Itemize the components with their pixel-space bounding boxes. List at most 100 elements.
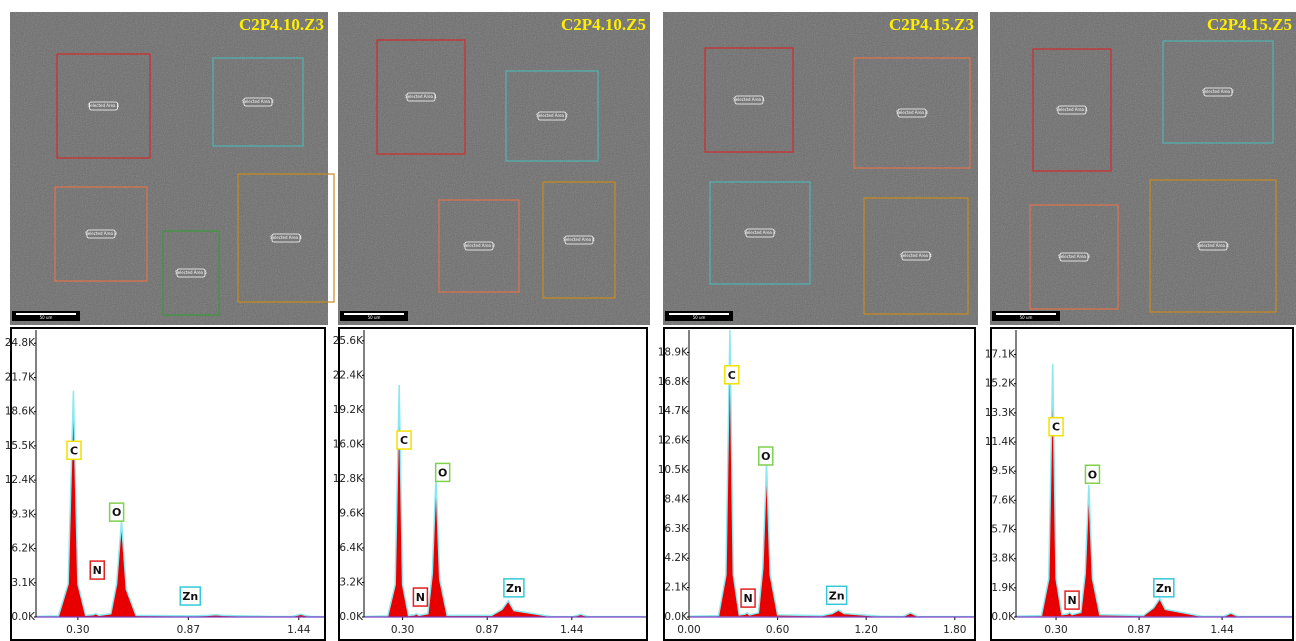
y-tick-label: 8.4K — [664, 493, 689, 505]
area-label: Selected Area 3 — [463, 243, 495, 248]
area-label: Selected Area 4 — [1197, 243, 1229, 248]
x-tick-label: 0.60 — [766, 624, 789, 636]
area-label: Selected Area 2 — [536, 113, 568, 118]
spectrum-frame — [664, 328, 975, 640]
x-tick-label: 0.30 — [66, 624, 89, 636]
area-label: Selected Area 2 — [1202, 89, 1234, 94]
y-tick-label: 3.2K — [339, 576, 364, 588]
y-tick-label: 18.9K — [658, 346, 689, 358]
y-tick-label: 2.1K — [664, 582, 689, 594]
panel: Selected Area 1 Selected Area 3 Selected A… — [658, 12, 978, 640]
y-tick-label: 7.6K — [991, 494, 1016, 506]
peak-label: C — [728, 369, 736, 382]
y-tick-label: 13.3K — [985, 407, 1016, 419]
y-tick-label: 15.5K — [5, 440, 36, 452]
y-tick-label: 17.1K — [985, 349, 1016, 361]
scale-label: 50 um — [40, 315, 53, 320]
y-tick-label: 22.4K — [333, 369, 364, 381]
panel-title: C2P4.15.Z5 — [1207, 15, 1292, 34]
peak-label: O — [112, 506, 121, 519]
peak-label: N — [93, 564, 102, 577]
y-tick-label: 12.4K — [5, 474, 36, 486]
peak-label: O — [438, 466, 447, 479]
area-label: Selected Area 3 — [85, 231, 117, 236]
scale-label: 50 um — [368, 315, 381, 320]
y-tick-label: 9.5K — [991, 465, 1016, 477]
area-label: Selected Area 2 — [744, 230, 776, 235]
y-tick-label: 15.2K — [985, 378, 1016, 390]
scale-label: 50 um — [1020, 315, 1033, 320]
figure: Selected Area 1Selected Area 2Selected A… — [0, 0, 1296, 641]
panel-title: C2P4.10.Z3 — [239, 15, 324, 34]
x-tick-label: 1.20 — [855, 624, 878, 636]
panel-title: C2P4.15.Z3 — [889, 15, 974, 34]
y-tick-label: 9.3K — [11, 508, 36, 520]
spectrum-frame — [11, 328, 325, 640]
y-tick-label: 5.7K — [991, 524, 1016, 536]
panel: Selected Area 1 Selected Area 2 Selected A… — [333, 12, 650, 640]
area-label: Selected Area 4 — [563, 237, 595, 242]
y-tick-label: 19.2K — [333, 404, 364, 416]
y-tick-label: 14.7K — [658, 405, 689, 417]
y-tick-label: 1.9K — [991, 582, 1016, 594]
y-tick-label: 0.0K — [664, 611, 689, 623]
x-tick-label: 0.30 — [1044, 624, 1067, 636]
y-tick-label: 3.1K — [11, 577, 36, 589]
peak-label: O — [761, 450, 770, 463]
y-tick-label: 21.7K — [5, 371, 36, 383]
spectrum-frame — [339, 328, 647, 640]
y-tick-label: 0.0K — [991, 611, 1016, 623]
area-label: Selected Area 1 — [405, 94, 437, 99]
area-label: Selected Area 5 — [175, 270, 207, 275]
y-tick-label: 12.8K — [333, 473, 364, 485]
y-tick-label: 4.2K — [664, 552, 689, 564]
peak-label: N — [743, 592, 752, 605]
peak-label: Zn — [506, 582, 522, 595]
area-label: Selected Area 3 — [1058, 254, 1090, 259]
sem-grain — [990, 12, 1296, 325]
peak-label: C — [400, 434, 408, 447]
x-tick-label: 0.87 — [177, 624, 200, 636]
x-tick-label: 1.44 — [560, 624, 584, 636]
y-tick-label: 0.0K — [339, 611, 364, 623]
peak-label: N — [1067, 594, 1076, 607]
y-tick-label: 25.6K — [333, 335, 364, 347]
x-tick-label: 0.00 — [677, 624, 700, 636]
peak-label: O — [1088, 468, 1097, 481]
y-tick-label: 12.6K — [658, 435, 689, 447]
y-tick-label: 6.4K — [339, 542, 364, 554]
y-tick-label: 18.6K — [5, 406, 36, 418]
panel: Selected Area 1 Selected Area 2 Selected A… — [5, 12, 334, 640]
area-label: Selected Area 3 — [896, 110, 928, 115]
sem-grain — [10, 12, 328, 325]
scale-label: 50 um — [693, 315, 706, 320]
peak-label: Zn — [829, 589, 845, 602]
y-tick-label: 11.4K — [985, 436, 1016, 448]
y-tick-label: 0.0K — [11, 611, 36, 623]
sem-grain — [338, 12, 650, 325]
area-label: Selected Area 1 — [733, 97, 765, 102]
y-tick-label: 24.8K — [5, 337, 36, 349]
area-label: Selected Area 1 — [88, 103, 120, 108]
x-tick-label: 0.87 — [1127, 624, 1150, 636]
spectrum-frame — [991, 328, 1293, 640]
peak-label: N — [416, 591, 425, 604]
x-tick-label: 0.87 — [475, 624, 498, 636]
y-tick-label: 3.8K — [991, 553, 1016, 565]
peak-label: C — [1052, 421, 1060, 434]
area-label: Selected Area 4 — [900, 253, 932, 258]
y-tick-label: 16.8K — [658, 376, 689, 388]
panel-title: C2P4.10.Z5 — [561, 15, 646, 34]
peak-label: Zn — [182, 590, 198, 603]
y-tick-label: 16.0K — [333, 438, 364, 450]
area-label: Selected Area 2 — [242, 99, 274, 104]
peak-label: Zn — [1156, 582, 1172, 595]
area-label: Selected Area 4 — [270, 235, 302, 240]
x-tick-label: 0.30 — [391, 624, 414, 636]
peak-label: C — [70, 444, 78, 457]
y-tick-label: 9.6K — [339, 507, 364, 519]
x-tick-label: 1.44 — [1210, 624, 1234, 636]
x-tick-label: 1.80 — [943, 624, 966, 636]
y-tick-label: 10.5K — [658, 464, 689, 476]
y-tick-label: 6.2K — [11, 543, 36, 555]
